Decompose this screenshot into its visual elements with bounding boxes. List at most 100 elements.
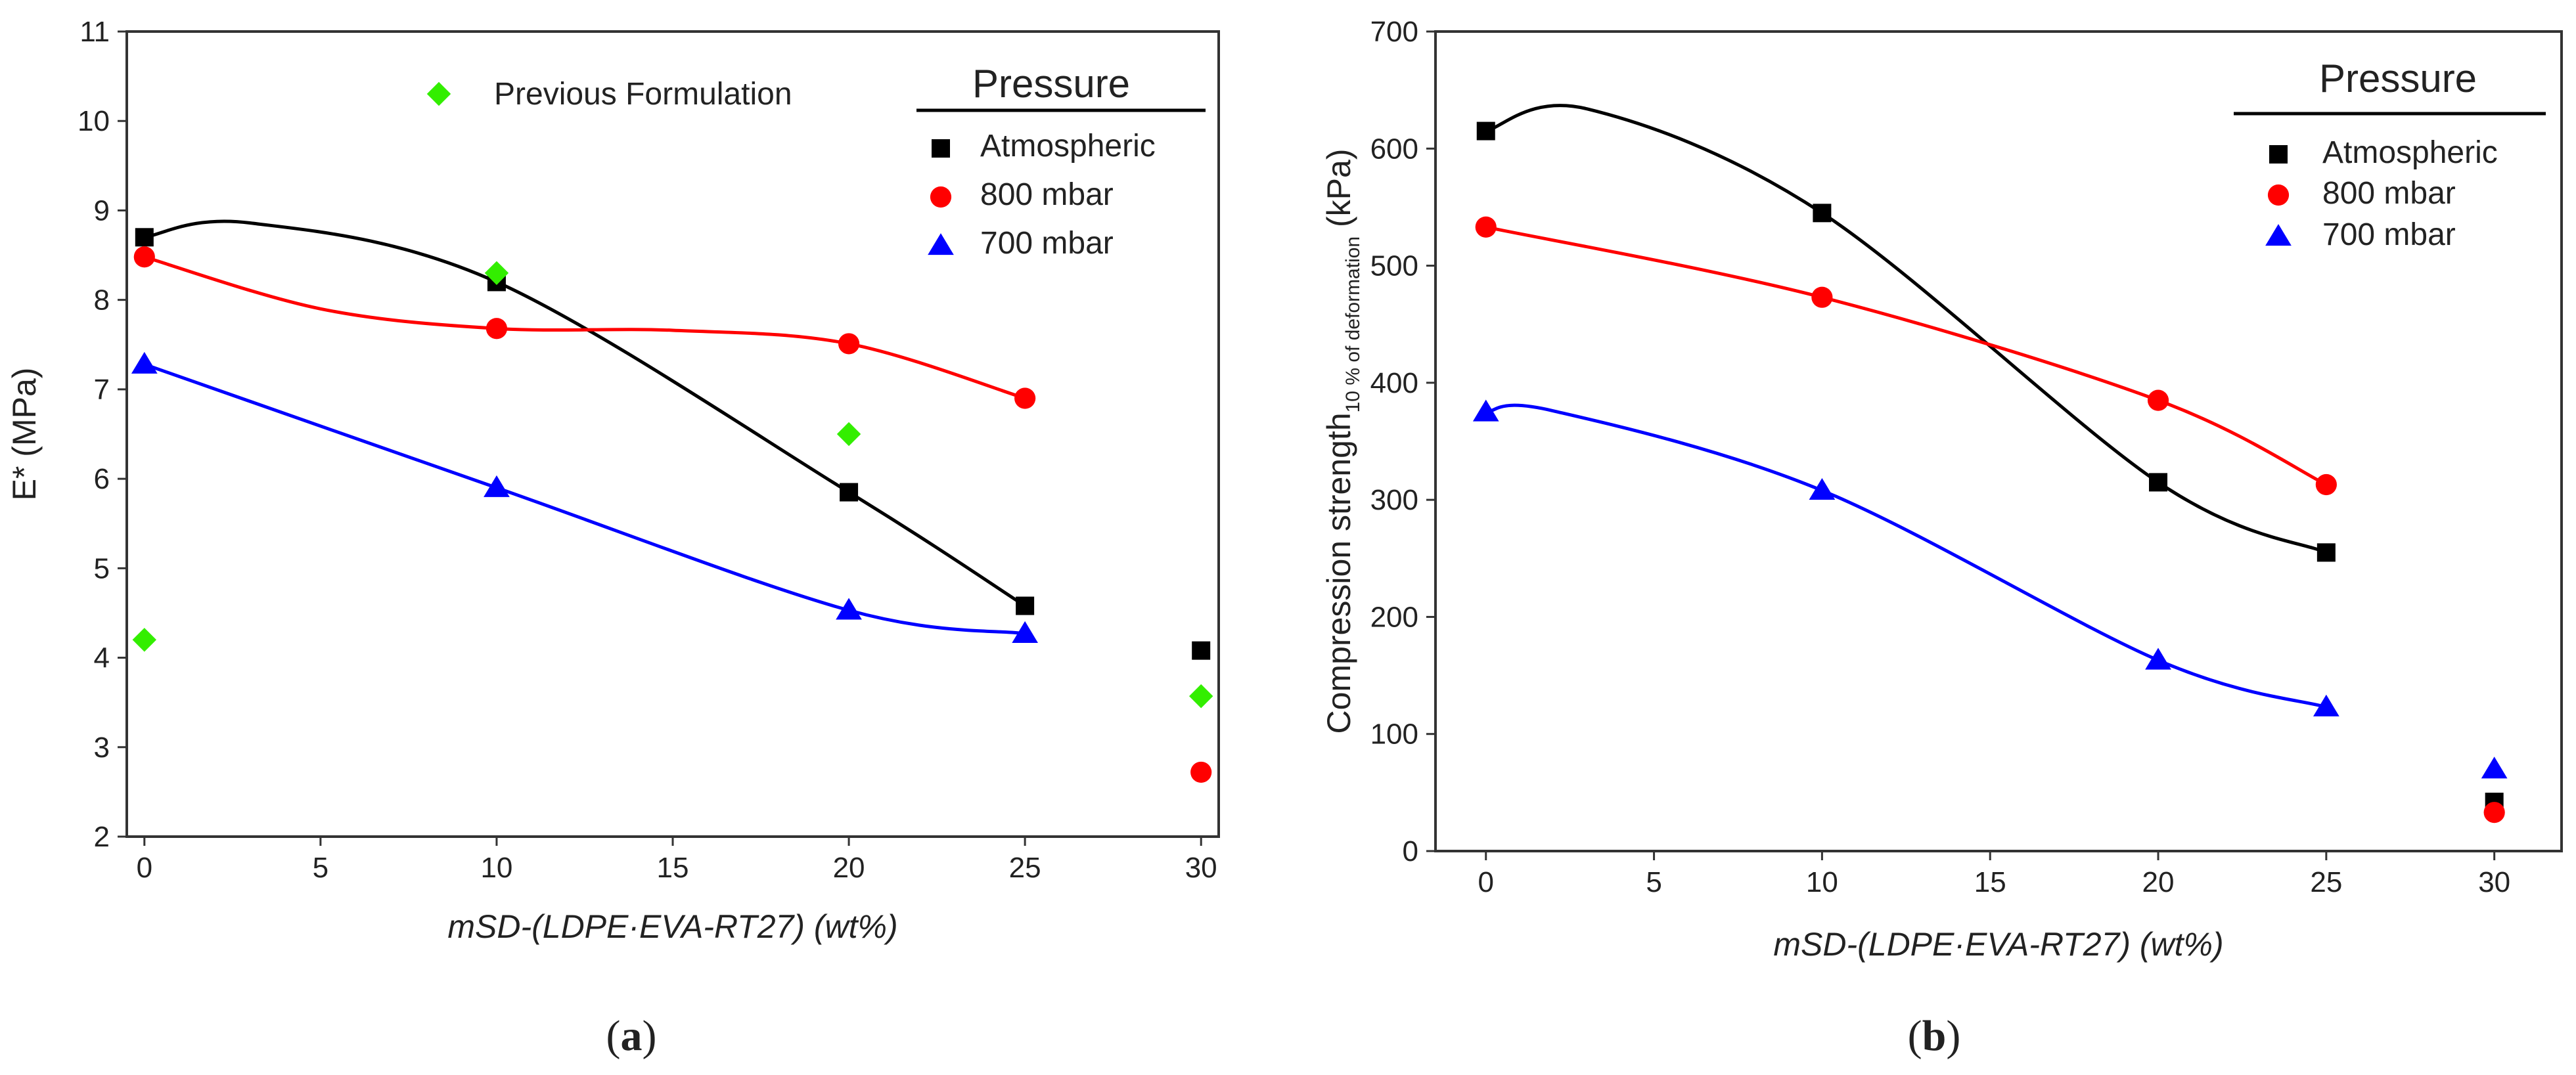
panel-b-y-tick-label: 200 xyxy=(1370,601,1418,633)
panel-a-y-tick-label: 6 xyxy=(94,463,110,495)
panel-a-legend-markers xyxy=(426,81,954,255)
panel-b-y-tick-label: 700 xyxy=(1370,16,1418,48)
panel-a-point-previous-formulation xyxy=(1188,684,1213,709)
panel-a-y-tick-label: 4 xyxy=(94,642,110,674)
panel-a-legend-label-700-mbar: 700 mbar xyxy=(980,226,1114,261)
panel-b-point-atmospheric xyxy=(1813,204,1832,223)
panel-b-point-700-mbar xyxy=(1472,399,1499,422)
panel-a-legend-title: Pressure xyxy=(972,62,1130,106)
panel-a-y-axis-label: E* (MPa) xyxy=(6,368,43,501)
panel-b-point-atmospheric xyxy=(2316,543,2336,562)
panel-b-point-700-mbar xyxy=(2481,757,2508,779)
panel-a-point-800-mbar xyxy=(1014,387,1036,409)
panel-a-point-700-mbar xyxy=(131,351,158,374)
panel-a-label: (a) xyxy=(606,1012,657,1060)
panel-b-legend-markers xyxy=(2265,145,2292,246)
panel-b-point-atmospheric xyxy=(2149,473,2168,492)
panel-a-legend-marker-700-mbar xyxy=(928,233,954,255)
panel-b-x-tick-label: 25 xyxy=(2310,866,2342,898)
panel-a-y-tick-label: 3 xyxy=(94,732,110,764)
panel-a-fit-line-700-mbar xyxy=(143,362,1026,636)
panel-a-point-700-mbar xyxy=(1012,621,1038,643)
panel-a-x-tick-label: 20 xyxy=(833,852,865,884)
panel-a-point-atmospheric xyxy=(135,228,154,247)
panel-a-point-atmospheric xyxy=(1192,641,1211,660)
panel-a-y-tick-label: 2 xyxy=(94,821,110,853)
panel-b-point-700-mbar xyxy=(1809,477,1836,500)
panel-b-y-tick-label: 0 xyxy=(1403,835,1418,867)
panel-a-point-700-mbar xyxy=(836,598,862,620)
panel-b-y-axis-label: Compression strength10 % of deformation … xyxy=(1321,149,1364,734)
panel-a-fit-lines xyxy=(143,219,1026,636)
panel-b-fit-line-atmospheric xyxy=(1485,104,2327,554)
panel-b-plot-frame xyxy=(1434,30,2563,852)
panel-a-fit-line-atmospheric xyxy=(144,219,1026,607)
panel-a-point-800-mbar xyxy=(1190,761,1212,783)
panel-a-point-previous-formulation xyxy=(836,422,861,447)
panel-a-point-800-mbar xyxy=(486,318,508,340)
panel-a-legend-label-atmospheric: Atmospheric xyxy=(980,129,1156,164)
panel-b-point-800-mbar xyxy=(2315,473,2337,496)
panel-a-point-previous-formulation xyxy=(132,628,157,652)
panel-b-x-tick-label: 20 xyxy=(2142,866,2175,898)
panel-a-chart: 0 5 10 15 20 25 30 2 3 4 5 6 7 8 9 10 11 mSD-(LDPE·EVA-R… xyxy=(6,16,1220,1060)
panel-a-point-atmospheric xyxy=(1016,596,1035,615)
panel-b-x-tick-label: 5 xyxy=(1646,866,1661,898)
panel-b-fit-lines xyxy=(1485,104,2327,709)
panel-b-point-800-mbar xyxy=(2483,802,2505,823)
panel-a-point-atmospheric xyxy=(840,483,859,502)
panel-a-y-tick-label: 5 xyxy=(94,552,110,584)
panel-a-x-tick-label: 10 xyxy=(480,852,512,884)
panel-a-point-800-mbar xyxy=(133,246,155,268)
panel-a-x-tick-label: 0 xyxy=(137,852,152,884)
panel-b-x-tick-label: 0 xyxy=(1478,866,1494,898)
panel-b-point-800-mbar xyxy=(2147,389,2169,411)
panel-a-fit-line-800-mbar xyxy=(144,255,1026,400)
panel-b-legend-marker-800-mbar xyxy=(2267,184,2290,206)
panel-b-y-tick-label: 100 xyxy=(1370,718,1418,751)
panel-a-point-previous-formulation xyxy=(484,261,509,285)
panel-b-y-tick-label: 400 xyxy=(1370,367,1418,399)
panel-a-legend-marker-800-mbar xyxy=(930,186,952,208)
panel-b-point-700-mbar xyxy=(2145,647,2171,670)
panel-a-x-tick-label: 5 xyxy=(313,852,328,884)
panel-b-point-800-mbar xyxy=(1475,216,1497,238)
panel-a-x-tick-label: 25 xyxy=(1009,852,1041,884)
panel-b-x-tick-label: 15 xyxy=(1974,866,2006,898)
panel-a-x-axis-label: mSD-(LDPE·EVA-RT27) (wt%) xyxy=(447,908,897,945)
panel-b-y-tick-label: 600 xyxy=(1370,133,1418,165)
panel-a-y-tick-label: 9 xyxy=(94,194,110,227)
panel-b-markers xyxy=(1472,121,2508,823)
panel-b-x-tick-label: 30 xyxy=(2478,866,2510,898)
panel-a-y-tick-label: 8 xyxy=(94,284,110,317)
panel-b-fit-line-700-mbar xyxy=(1485,403,2327,709)
panel-a-x-tick-label: 30 xyxy=(1185,852,1217,884)
panel-b-fit-line-800-mbar xyxy=(1485,225,2327,487)
panel-a-y-tick-label: 11 xyxy=(79,16,110,48)
panel-b-x-tick-label: 10 xyxy=(1806,866,1838,898)
panel-a-legend-marker-atmospheric xyxy=(932,139,950,158)
panel-b-legend-marker-atmospheric xyxy=(2269,145,2288,164)
panel-a-ticks: 0 5 10 15 20 25 30 2 3 4 5 6 7 8 9 10 11 xyxy=(78,16,1217,884)
panel-a-point-800-mbar xyxy=(838,333,860,355)
panel-b-y-tick-label: 500 xyxy=(1370,250,1418,282)
panel-b-legend-title: Pressure xyxy=(2319,56,2477,100)
panel-b-legend-marker-700-mbar xyxy=(2265,224,2292,246)
panel-b-point-800-mbar xyxy=(1811,286,1833,308)
panel-b-point-atmospheric xyxy=(1476,121,1495,141)
panel-b-y-tick-label: 300 xyxy=(1370,484,1418,516)
panel-b-legend-label-800-mbar: 800 mbar xyxy=(2322,176,2456,211)
panel-a-y-tick-label: 7 xyxy=(94,374,110,406)
panel-a-point-700-mbar xyxy=(484,475,510,497)
panel-b-x-axis-label: mSD-(LDPE·EVA-RT27) (wt%) xyxy=(1773,926,2223,963)
panel-a-markers xyxy=(131,228,1213,783)
panel-b-label: (b) xyxy=(1908,1012,1961,1060)
panel-b-point-700-mbar xyxy=(2313,694,2339,716)
panel-a-y-tick-label: 10 xyxy=(78,105,110,137)
panel-b-legend-label-atmospheric: Atmospheric xyxy=(2322,135,2498,170)
panel-a-legend-marker-previous-formulation xyxy=(426,81,451,106)
panel-a-legend-label-800-mbar: 800 mbar xyxy=(980,177,1114,212)
